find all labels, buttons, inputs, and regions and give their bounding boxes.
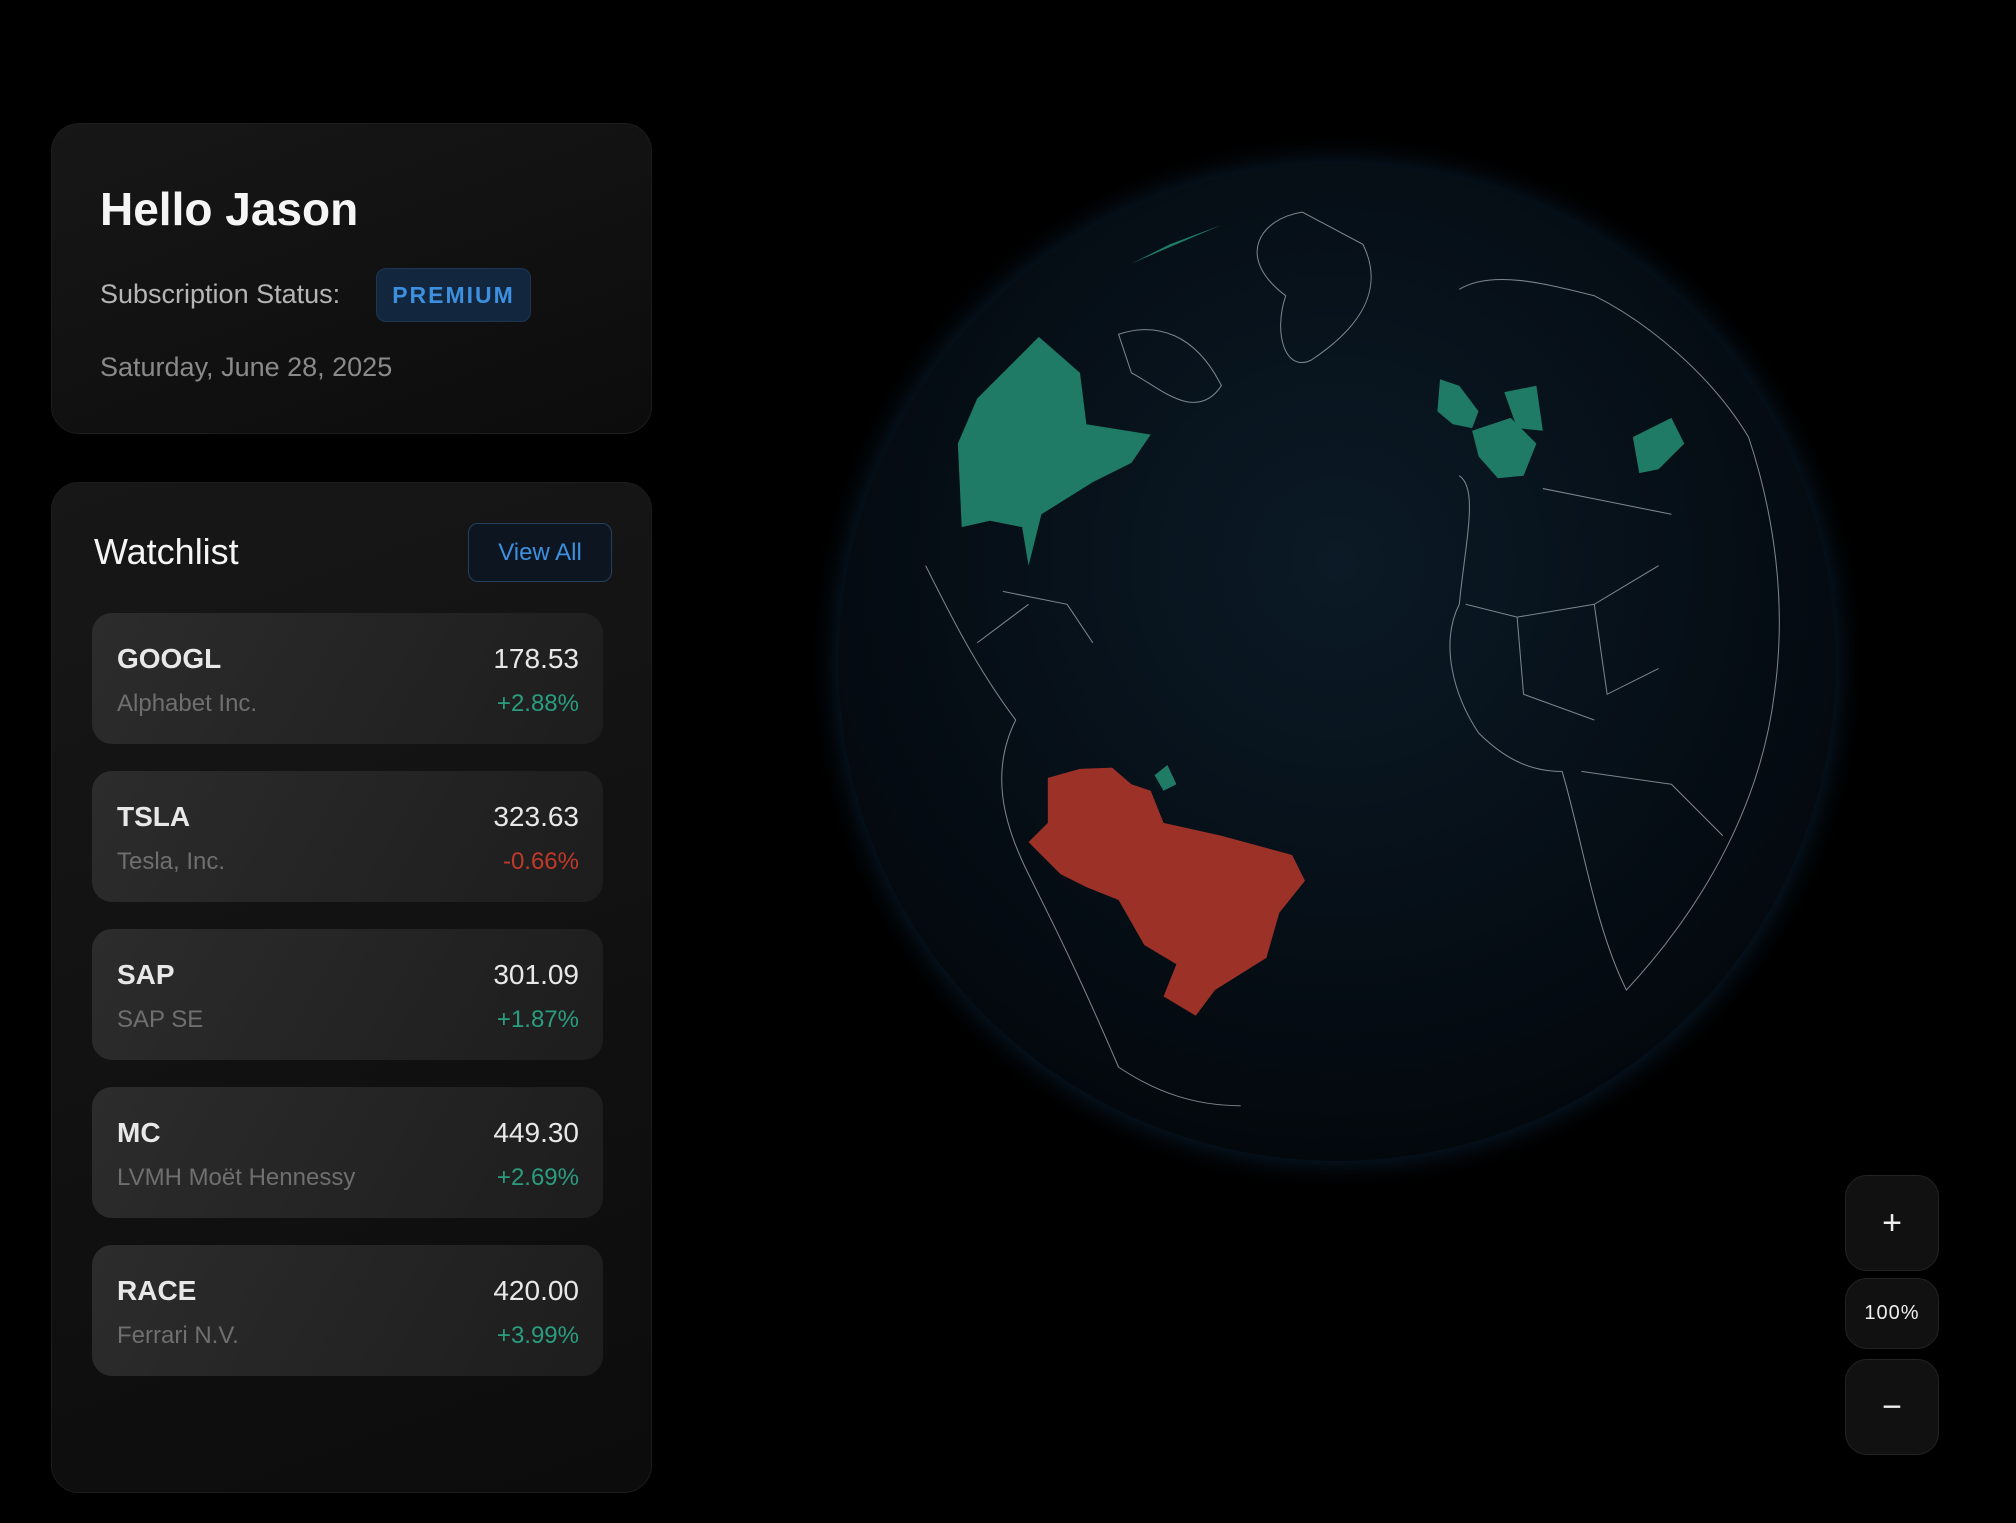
- stock-name: Ferrari N.V.: [117, 1322, 239, 1349]
- zoom-out-button[interactable]: −: [1845, 1359, 1939, 1455]
- greeting-card: Hello Jason Subscription Status: PREMIUM…: [51, 123, 652, 434]
- greeting: Hello Jason: [100, 183, 359, 235]
- zoom-in-button[interactable]: +: [1845, 1175, 1939, 1271]
- stock-item[interactable]: GOOGL Alphabet Inc. 178.53 +2.88%: [92, 613, 603, 744]
- stock-price: 420.00: [493, 1275, 579, 1306]
- stock-name: SAP SE: [117, 1006, 204, 1033]
- stock-symbol: TSLA: [117, 801, 191, 832]
- premium-badge: PREMIUM: [376, 268, 531, 322]
- stock-item[interactable]: TSLA Tesla, Inc. 323.63 -0.66%: [92, 771, 603, 902]
- stock-change: +1.87%: [496, 1006, 579, 1033]
- globe-ocean: [838, 163, 1836, 1161]
- stock-item[interactable]: MC LVMH Moët Hennessy 449.30 +2.69%: [92, 1087, 603, 1218]
- stock-name: LVMH Moët Hennessy: [117, 1164, 356, 1191]
- date: Saturday, June 28, 2025: [100, 352, 393, 382]
- subscription-label: Subscription Status:: [100, 279, 341, 309]
- watchlist-card: Watchlist View All GOOGL Alphabet Inc. 178…: [51, 482, 652, 1493]
- stock-change: +3.99%: [496, 1322, 579, 1349]
- stock-change: -0.66%: [502, 848, 579, 875]
- stock-symbol: MC: [117, 1117, 161, 1148]
- stock-item[interactable]: SAP SAP SE 301.09 +1.87%: [92, 929, 603, 1060]
- view-all-button[interactable]: View All: [468, 523, 612, 582]
- stock-name: Tesla, Inc.: [117, 848, 226, 875]
- stock-change: +2.88%: [496, 690, 579, 717]
- stock-change: +2.69%: [496, 1164, 579, 1191]
- stock-symbol: SAP: [117, 959, 175, 990]
- stock-price: 449.30: [493, 1117, 579, 1148]
- country-borders: [925, 211, 1780, 1107]
- watchlist-title: Watchlist: [94, 531, 239, 572]
- stock-symbol: GOOGL: [117, 643, 222, 674]
- stock-name: Alphabet Inc.: [117, 690, 258, 717]
- stock-price: 323.63: [493, 801, 579, 832]
- highlighted-countries: [957, 224, 1685, 1016]
- stock-symbol: RACE: [117, 1275, 197, 1306]
- stock-price: 301.09: [493, 959, 579, 990]
- stock-price: 178.53: [493, 643, 579, 674]
- stock-item[interactable]: RACE Ferrari N.V. 420.00 +3.99%: [92, 1245, 603, 1376]
- zoom-level: 100%: [1845, 1278, 1939, 1349]
